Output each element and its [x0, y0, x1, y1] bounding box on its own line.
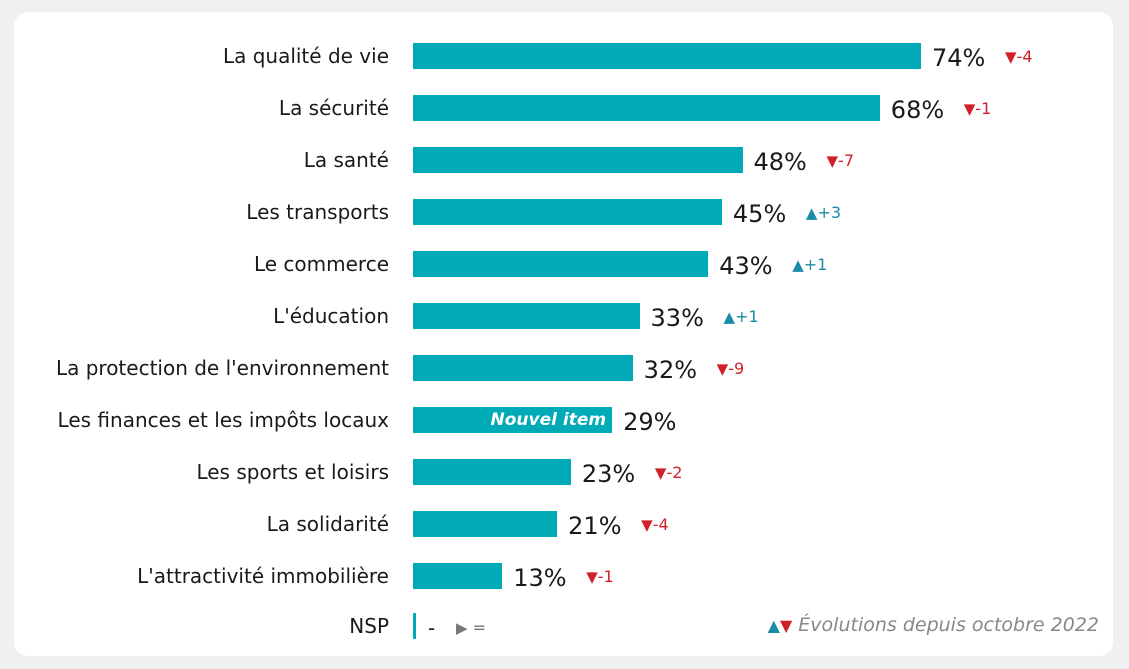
- bar: [413, 355, 633, 381]
- value-label: 23%: [581, 460, 636, 488]
- down-triangle-icon: ▼: [1005, 48, 1017, 66]
- bar: Nouvel item: [413, 407, 613, 433]
- bar: [413, 511, 558, 537]
- down-triangle-icon: ▼: [826, 152, 839, 170]
- value-label: 32%: [643, 356, 698, 384]
- up-triangle-icon: ▲: [805, 204, 818, 222]
- bar: [413, 95, 880, 121]
- bar: [413, 147, 743, 173]
- nsp-bar: [413, 613, 416, 639]
- evolution-label: ▲+3: [806, 205, 841, 221]
- value-label: 45%: [732, 200, 787, 228]
- bar: [413, 251, 709, 277]
- evolution-value: +1: [735, 307, 759, 326]
- down-triangle-icon: ▼: [586, 568, 598, 586]
- category-label: Les finances et les impôts locaux: [57, 408, 389, 432]
- value-label: 68%: [890, 96, 945, 124]
- evolution-value: -4: [652, 515, 669, 534]
- legend-text: Évolutions depuis octobre 2022: [798, 614, 1099, 636]
- evolution-label: ▼-1: [586, 569, 614, 585]
- evolution-value: +3: [817, 203, 842, 222]
- bar: [413, 199, 722, 225]
- category-label: La santé: [303, 148, 389, 172]
- category-label: L'attractivité immobilière: [137, 564, 389, 588]
- category-label: Le commerce: [253, 252, 389, 276]
- up-triangle-icon: ▲: [792, 256, 804, 274]
- value-label: 13%: [513, 564, 567, 592]
- evolution-label: ▼-4: [641, 517, 669, 533]
- value-label: 21%: [568, 512, 622, 540]
- up-triangle-icon: ▲: [723, 308, 736, 326]
- down-triangle-icon: ▼: [641, 516, 653, 534]
- nsp-value: -: [428, 616, 436, 640]
- category-label: L'éducation: [273, 304, 389, 328]
- evolution-label: ▼-4: [1005, 49, 1033, 65]
- value-label: 29%: [623, 408, 677, 436]
- evolution-label: ▼-2: [655, 465, 683, 481]
- evolution-label: ▼-1: [964, 101, 992, 117]
- nsp-evolution-value: =: [472, 618, 487, 637]
- evolution-value: -2: [666, 463, 683, 482]
- evolution-value: -1: [597, 567, 614, 586]
- category-label: La solidarité: [266, 512, 389, 536]
- evolution-label: ▼-7: [827, 153, 855, 169]
- value-label: 74%: [932, 44, 986, 72]
- new-item-note: Nouvel item: [490, 410, 607, 430]
- nsp-evolution: ▶ =: [456, 620, 486, 636]
- value-label: 48%: [753, 148, 807, 176]
- evolution-label: ▼-9: [717, 361, 745, 377]
- down-triangle-icon: ▼: [779, 616, 793, 635]
- category-label: Les sports et loisirs: [196, 460, 389, 484]
- bar: [413, 303, 640, 329]
- evolution-value: -7: [838, 151, 854, 170]
- bar: [413, 563, 503, 589]
- evolution-label: ▲+1: [724, 309, 759, 325]
- evolution-value: -4: [1016, 47, 1033, 66]
- evolution-value: -9: [728, 359, 745, 378]
- evolution-value: +1: [803, 255, 828, 274]
- nsp-label: NSP: [349, 614, 389, 638]
- value-label: 33%: [650, 304, 704, 332]
- value-label: 43%: [719, 252, 773, 280]
- category-label: Les transports: [246, 200, 389, 224]
- evolution-value: -1: [975, 99, 992, 118]
- category-label: La sécurité: [278, 96, 389, 120]
- bar: [413, 43, 921, 69]
- bar: [413, 459, 571, 485]
- category-label: La protection de l'environnement: [55, 356, 389, 380]
- legend: ▲▼ Évolutions depuis octobre 2022: [768, 614, 1099, 636]
- evolution-label: ▲+1: [792, 257, 827, 273]
- down-triangle-icon: ▼: [963, 100, 976, 118]
- down-triangle-icon: ▼: [654, 464, 667, 482]
- up-triangle-icon: ▲: [767, 616, 780, 635]
- down-triangle-icon: ▼: [716, 360, 729, 378]
- neutral-triangle-icon: ▶: [456, 619, 468, 637]
- category-label: La qualité de vie: [222, 44, 389, 68]
